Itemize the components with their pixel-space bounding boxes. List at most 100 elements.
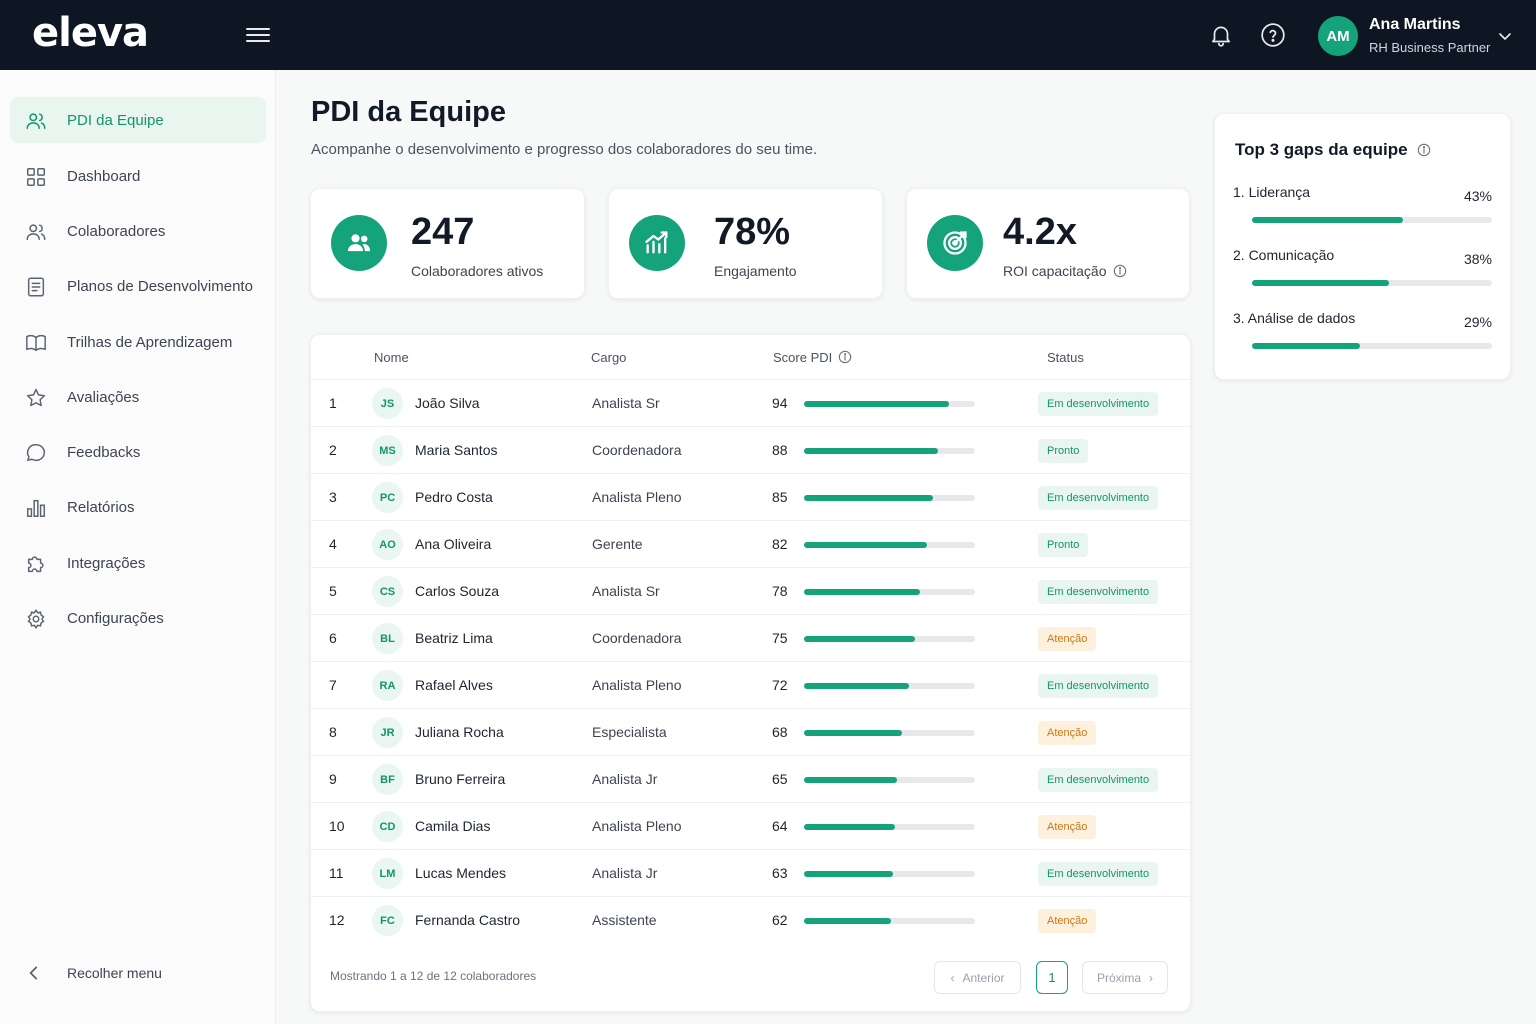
stat-label: Engajamento (714, 263, 797, 279)
top-bar: eleva AM Ana Martins RH Business Partner (0, 0, 1536, 70)
row-rank: 11 (329, 865, 344, 881)
chevron-down-icon[interactable] (1497, 28, 1513, 44)
sidebar-item-integracoes[interactable]: Integrações (10, 540, 266, 586)
sidebar-item-relatorios[interactable]: Relatórios (10, 484, 266, 530)
employee-name[interactable]: Rafael Alves (415, 677, 493, 693)
status-badge: Atenção (1038, 909, 1097, 933)
avatar: PC (372, 482, 403, 513)
score-bar (804, 871, 975, 877)
table-row[interactable]: 2 MS Maria Santos Coordenadora 88 Pronto (311, 426, 1192, 473)
sidebar-item-label: Colaboradores (67, 222, 166, 240)
puzzle-icon (25, 553, 47, 575)
employee-name[interactable]: Juliana Rocha (415, 724, 504, 740)
users-icon (331, 215, 387, 271)
score-value: 94 (772, 395, 788, 411)
collapse-menu-button[interactable]: Recolher menu (10, 950, 266, 996)
sidebar-item-colaboradores[interactable]: Colaboradores (10, 208, 266, 254)
score-value: 82 (772, 536, 788, 552)
employee-name[interactable]: Lucas Mendes (415, 865, 507, 881)
score-bar (804, 824, 975, 830)
table-row[interactable]: 11 LM Lucas Mendes Analista Jr 63 Em desenvol… (311, 849, 1192, 896)
table-row[interactable]: 5 CS Carlos Souza Analista Sr 78 Em desenvolv… (311, 567, 1192, 614)
score-value: 78 (772, 583, 788, 599)
gap-percent: 38% (1463, 251, 1492, 267)
menu-icon[interactable] (246, 24, 270, 46)
table-row[interactable]: 8 JR Juliana Rocha Especialista 68 Atenção (311, 708, 1192, 755)
employee-name[interactable]: Beatriz Lima (415, 630, 493, 646)
sidebar-item-planos[interactable]: Planos de Desenvolvimento (10, 263, 266, 309)
table-row[interactable]: 7 RA Rafael Alves Analista Pleno 72 Em desenv… (311, 661, 1192, 708)
employee-name[interactable]: Camila Dias (415, 818, 491, 834)
employee-name[interactable]: Maria Santos (415, 442, 498, 458)
stat-value: 4.2x (1003, 211, 1077, 253)
stat-value: 78% (714, 211, 791, 253)
gap-label: 2. Comunicação (1233, 247, 1335, 263)
prev-page-button[interactable]: ‹ Anterior (934, 961, 1021, 994)
table-row[interactable]: 4 AO Ana Oliveira Gerente 82 Pronto (311, 520, 1192, 567)
avatar: BF (372, 764, 403, 795)
table-row[interactable]: 10 CD Camila Dias Analista Pleno 64 Atenção (311, 802, 1192, 849)
sidebar-item-label: Configurações (67, 609, 164, 627)
score-value: 75 (772, 630, 788, 646)
users-icon (25, 110, 47, 132)
row-rank: 3 (329, 489, 337, 505)
sidebar-item-label: Planos de Desenvolvimento (67, 277, 253, 295)
sidebar-item-trilhas[interactable]: Trilhas de Aprendizagem (10, 319, 266, 365)
column-header-role[interactable]: Cargo (591, 350, 627, 365)
avatar: BL (372, 623, 403, 654)
employee-name[interactable]: João Silva (415, 395, 480, 411)
gap-label: 1. Liderança (1233, 184, 1311, 200)
bell-icon[interactable] (1208, 22, 1234, 48)
table-row[interactable]: 6 BL Beatriz Lima Coordenadora 75 Atenção (311, 614, 1192, 661)
column-header-name[interactable]: Nome (374, 350, 409, 365)
column-header-status[interactable]: Status (1047, 350, 1084, 365)
help-icon[interactable] (1260, 22, 1286, 48)
info-icon[interactable] (1417, 142, 1431, 157)
avatar: MS (372, 435, 403, 466)
table-row[interactable]: 12 FC Fernanda Castro Assistente 62 Atenção (311, 896, 1192, 943)
status-badge: Atenção (1038, 721, 1097, 745)
bar-chart-icon (25, 497, 47, 519)
score-bar-fill (804, 871, 894, 877)
employee-role: Coordenadora (592, 630, 682, 646)
info-icon[interactable] (838, 350, 852, 364)
score-value: 62 (772, 912, 788, 928)
target-icon (927, 215, 983, 271)
sidebar-item-configuracoes[interactable]: Configurações (10, 595, 266, 641)
user-name[interactable]: Ana Martins (1369, 16, 1461, 33)
sidebar-item-label: Integrações (67, 554, 146, 572)
score-bar-fill (804, 495, 933, 501)
page-number-button[interactable]: 1 (1036, 961, 1068, 994)
sidebar-item-avaliacoes[interactable]: Avaliações (10, 374, 266, 420)
sidebar-item-dashboard[interactable]: Dashboard (10, 153, 266, 199)
avatar[interactable]: AM (1318, 16, 1358, 56)
employee-name[interactable]: Fernanda Castro (415, 912, 521, 928)
info-icon[interactable] (1113, 264, 1127, 278)
table-row[interactable]: 1 JS João Silva Analista Sr 94 Em desenvolvim… (311, 379, 1192, 426)
stat-label: ROI capacitação (1003, 263, 1107, 279)
table-row[interactable]: 9 BF Bruno Ferreira Analista Jr 65 Em desenvo… (311, 755, 1192, 802)
chevron-left-icon (25, 964, 43, 982)
score-bar (804, 495, 975, 501)
score-bar (804, 730, 975, 736)
gaps-title: Top 3 gaps da equipe (1235, 140, 1408, 159)
score-value: 68 (772, 724, 788, 740)
employee-name[interactable]: Pedro Costa (415, 489, 493, 505)
score-bar (804, 542, 975, 548)
employee-name[interactable]: Carlos Souza (415, 583, 500, 599)
column-header-score-wrap[interactable]: Score PDI (773, 350, 852, 365)
score-bar (804, 683, 975, 689)
next-page-button[interactable]: Próxima › (1082, 961, 1168, 994)
logo[interactable]: eleva (32, 10, 149, 56)
employee-role: Analista Sr (592, 583, 660, 599)
sidebar-item-pdi-da-equipe[interactable]: PDI da Equipe (10, 97, 266, 143)
employee-role: Gerente (592, 536, 643, 552)
employee-name[interactable]: Ana Oliveira (415, 536, 492, 552)
status-badge: Em desenvolvimento (1038, 392, 1159, 416)
status-badge: Atenção (1038, 815, 1097, 839)
status-badge: Em desenvolvimento (1038, 580, 1159, 604)
employee-name[interactable]: Bruno Ferreira (415, 771, 506, 787)
employee-role: Analista Pleno (592, 489, 682, 505)
sidebar-item-feedbacks[interactable]: Feedbacks (10, 429, 266, 475)
table-row[interactable]: 3 PC Pedro Costa Analista Pleno 85 Em desenvo… (311, 473, 1192, 520)
